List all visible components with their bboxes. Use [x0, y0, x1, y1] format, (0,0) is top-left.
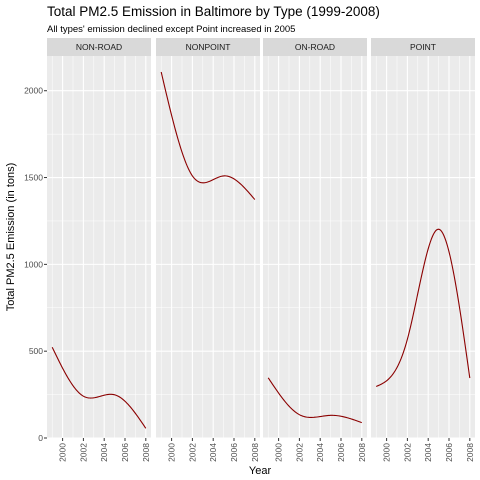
series-line [160, 71, 256, 200]
x-tick-label: 2006 [444, 443, 454, 462]
facet-strip-label: NONPOINT [186, 42, 231, 52]
facet-strip [263, 38, 367, 56]
x-tick-label: 2002 [187, 443, 197, 462]
y-axis-title: Total PM2.5 Emission (in tons) [5, 163, 17, 312]
series-line [267, 377, 362, 424]
x-tick-label: 2000 [58, 443, 68, 462]
facet-strip [156, 38, 260, 56]
x-tick-label: 2008 [357, 443, 367, 462]
y-tick-label: 0 [38, 433, 43, 443]
facet-strip-label: ON-ROAD [295, 42, 335, 52]
facet-panel-background [156, 56, 260, 438]
x-tick-label: 2008 [465, 443, 475, 462]
facet-strip-label: NON-ROAD [76, 42, 122, 52]
x-tick-label: 2006 [120, 443, 130, 462]
facet-strip [47, 38, 151, 56]
x-tick-label: 2008 [250, 443, 260, 462]
facet-panels: 0 500 1000 1500 2000 NON-ROAD 2000 2002 2004 2006… [24, 38, 475, 462]
x-tick-label: 2004 [315, 443, 325, 462]
x-tick-label: 2004 [99, 443, 109, 462]
x-tick-label: 2002 [294, 443, 304, 462]
facet-panel-background [263, 56, 367, 438]
chart-title: Total PM2.5 Emission in Baltimore by Typ… [47, 4, 380, 19]
x-tick-label: 2004 [423, 443, 433, 462]
x-tick-label: 2000 [382, 443, 392, 462]
x-tick-label: 2000 [274, 443, 284, 462]
y-tick-label: 1500 [24, 173, 43, 183]
x-tick-label: 2008 [141, 443, 151, 462]
x-tick-label: 2006 [229, 443, 239, 462]
chart-subtitle: All types' emission declined except Poin… [47, 24, 295, 35]
facet-panel-background [371, 56, 475, 438]
x-tick-label: 2004 [208, 443, 218, 462]
x-tick-label: 2002 [402, 443, 412, 462]
x-tick-label: 2002 [78, 443, 88, 462]
x-axis-title: Year [249, 465, 272, 477]
series-line [375, 228, 471, 387]
facet-panel-background [47, 56, 151, 438]
facet-strip-label: POINT [410, 42, 436, 52]
facet-strip [371, 38, 475, 56]
x-tick-label: 2006 [336, 443, 346, 462]
y-tick-label: 1000 [24, 259, 43, 269]
y-tick-label: 500 [29, 346, 43, 356]
series-line [51, 346, 147, 429]
x-tick-label: 2000 [167, 443, 177, 462]
y-tick-label: 2000 [24, 86, 43, 96]
